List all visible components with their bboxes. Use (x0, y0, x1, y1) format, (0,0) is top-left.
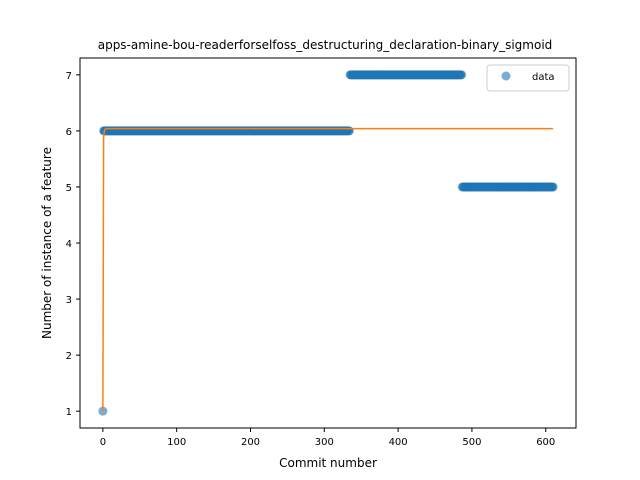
chart-title: apps-amine-bou-readerforselfoss_destruct… (98, 38, 553, 52)
y-axis: 1 2 3 4 5 6 7 (66, 71, 80, 418)
y-tick-label: 3 (66, 295, 72, 306)
x-tick-label: 500 (462, 437, 481, 448)
y-tick-label: 6 (66, 127, 72, 138)
y-tick-label: 7 (66, 71, 72, 82)
legend-box (486, 64, 570, 92)
y-axis-label: Number of instance of a feature (40, 147, 54, 339)
legend-marker-data (501, 71, 511, 81)
x-tick-label: 400 (389, 437, 408, 448)
y-tick-label: 2 (66, 351, 72, 362)
data-marks (98, 70, 558, 416)
x-axis: 0 100 200 300 400 500 600 (100, 428, 555, 448)
data-point (344, 126, 354, 136)
x-tick-label: 0 (100, 437, 106, 448)
legend-label-data: data (532, 72, 555, 83)
y-tick-label: 4 (66, 239, 72, 250)
x-tick-label: 600 (536, 437, 555, 448)
x-axis-label: Commit number (279, 456, 377, 470)
plot-background (80, 58, 576, 428)
x-tick-label: 300 (315, 437, 334, 448)
x-tick-label: 200 (241, 437, 260, 448)
y-tick-label: 1 (66, 407, 72, 418)
legend: data (486, 64, 570, 92)
data-point (457, 70, 467, 80)
y-tick-label: 5 (66, 183, 72, 194)
x-tick-label: 100 (167, 437, 186, 448)
fit-line (102, 127, 554, 412)
data-point (548, 182, 558, 192)
